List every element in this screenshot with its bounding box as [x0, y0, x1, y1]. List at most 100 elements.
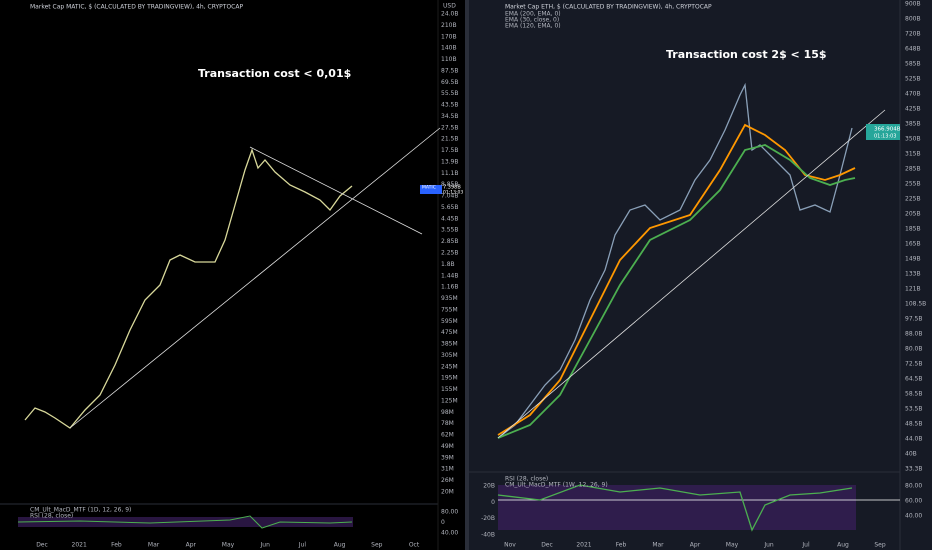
- annotation: Transaction cost < 0,01$: [198, 67, 351, 80]
- price-tag-value: 366.904B: [874, 127, 901, 133]
- axis-label: 39M: [441, 454, 454, 461]
- axis-label: 315B: [905, 151, 921, 158]
- axis-label: 149B: [905, 256, 921, 263]
- axis-label: 385M: [441, 341, 458, 348]
- axis-label: 475M: [441, 329, 458, 336]
- price-line: [24, 147, 353, 429]
- indicator-band: [498, 485, 856, 530]
- axis-label: 425B: [905, 106, 921, 113]
- axis-label: 98M: [441, 409, 454, 416]
- axis-label: 24.0B: [441, 11, 458, 18]
- axis-label: 80.0B: [905, 346, 922, 353]
- axis-label: 470B: [905, 91, 921, 98]
- axis-label: 20M: [441, 489, 454, 496]
- axis-label: 121B: [905, 286, 921, 293]
- price-tag-bg: [866, 124, 900, 140]
- axis-label: 648B: [905, 46, 921, 53]
- axis-label: 78M: [441, 420, 454, 427]
- indicator-axis-label: 60.00: [905, 498, 922, 505]
- time-label: 2021: [72, 542, 87, 549]
- time-label: Sep: [371, 542, 383, 549]
- axis-label: 585B: [905, 61, 921, 68]
- axis-label: 33.3B: [905, 466, 922, 473]
- axis-label: 21.5B: [441, 136, 458, 143]
- axis-label: 69.5B: [441, 79, 458, 86]
- price-tag-value: 7.398B: [443, 185, 461, 191]
- axis-label: 88.0B: [905, 331, 922, 338]
- right-panel: [469, 0, 932, 550]
- axis-label: 2.85B: [441, 238, 458, 245]
- axis-label: 595M: [441, 318, 458, 325]
- axis-label: 255B: [905, 181, 921, 188]
- indicator-axis-label: 40.00: [441, 530, 458, 537]
- axis-label: 1.16B: [441, 284, 458, 291]
- time-label: Feb: [111, 542, 122, 549]
- axis-label: 185B: [905, 226, 921, 233]
- time-label: Jul: [801, 542, 810, 549]
- axis-label: 17.5B: [441, 147, 458, 154]
- macd-line: [497, 484, 853, 532]
- axis-label: 225B: [905, 196, 921, 203]
- axis-label: 245M: [441, 363, 458, 370]
- axis-label: 55.5B: [441, 90, 458, 97]
- price-line: [497, 82, 853, 439]
- indicator-axis-label: 0: [441, 519, 445, 526]
- axis-label: 53.5B: [905, 406, 922, 413]
- study-label: EMA (30, close, 0): [505, 17, 559, 24]
- time-label: Dec: [541, 542, 553, 549]
- currency: USD: [443, 3, 456, 10]
- indicator-label: RSI (28, close): [505, 476, 548, 483]
- axis-label: 125M: [441, 397, 458, 404]
- annotation: Transaction cost 2$ < 15$: [666, 48, 827, 61]
- axis-label: 8.85B: [441, 181, 458, 188]
- axis-label: 31M: [441, 466, 454, 473]
- indicator-label: CM_Ult_MacD_MTF (1D, 12, 26, 9): [30, 507, 131, 514]
- study-label: EMA (200, EMA, 0): [505, 11, 561, 18]
- time-label: Jun: [260, 542, 271, 549]
- indicator-label: CM_Ult_MacD_MTF (1W, 12, 26, 9): [505, 482, 608, 489]
- axis-label: 900B: [905, 1, 921, 8]
- axis-label: 34.5B: [441, 113, 458, 120]
- time-label: Dec: [36, 542, 48, 549]
- axis-label: 3.55B: [441, 227, 458, 234]
- left-panel: [0, 0, 465, 550]
- axis-label: 40B: [905, 451, 917, 458]
- time-label: Jun: [763, 542, 774, 549]
- axis-label: 935M: [441, 295, 458, 302]
- axis-label: 800B: [905, 16, 921, 23]
- axis-label: 4.45B: [441, 215, 458, 222]
- indicator-axis-label: 20B: [483, 483, 495, 490]
- axis-label: 755M: [441, 306, 458, 313]
- axis-label: 155M: [441, 386, 458, 393]
- price-tag-bg: [420, 185, 442, 194]
- axis-label: 110B: [441, 56, 457, 63]
- time-label: Apr: [690, 542, 701, 549]
- price-tag-time: 01:13:03: [874, 134, 896, 140]
- axis-label: 97.5B: [905, 316, 922, 323]
- time-label: Sep: [874, 542, 886, 549]
- time-label: Aug: [837, 542, 849, 549]
- time-label: Apr: [186, 542, 197, 549]
- axis-label: 210B: [441, 22, 457, 29]
- axis-label: 27.5B: [441, 124, 458, 131]
- axis-label: 13.9B: [441, 158, 458, 165]
- indicator-label: RSI (28, close): [30, 513, 73, 520]
- axis-label: 26M: [441, 477, 454, 484]
- indicator-axis-label: 40.00: [905, 513, 922, 520]
- indicator-axis-label: 80.00: [441, 509, 458, 516]
- axis-label: 5.65B: [441, 204, 458, 211]
- time-label: Nov: [504, 542, 516, 549]
- indicator-axis-label: 0: [491, 499, 495, 506]
- axis-label: 1.44B: [441, 272, 458, 279]
- axis-label: 64.5B: [905, 376, 922, 383]
- indicator-axis-label: -40B: [481, 532, 495, 539]
- trend-line: [497, 109, 886, 439]
- axis-label: 48.5B: [905, 421, 922, 428]
- axis-label: 285B: [905, 166, 921, 173]
- macd-line: [17, 515, 353, 529]
- axis-label: 7.04B: [441, 193, 458, 200]
- axis-label: 165B: [905, 241, 921, 248]
- time-label: Feb: [616, 542, 627, 549]
- time-label: Mar: [652, 542, 664, 549]
- axis-label: 49M: [441, 443, 454, 450]
